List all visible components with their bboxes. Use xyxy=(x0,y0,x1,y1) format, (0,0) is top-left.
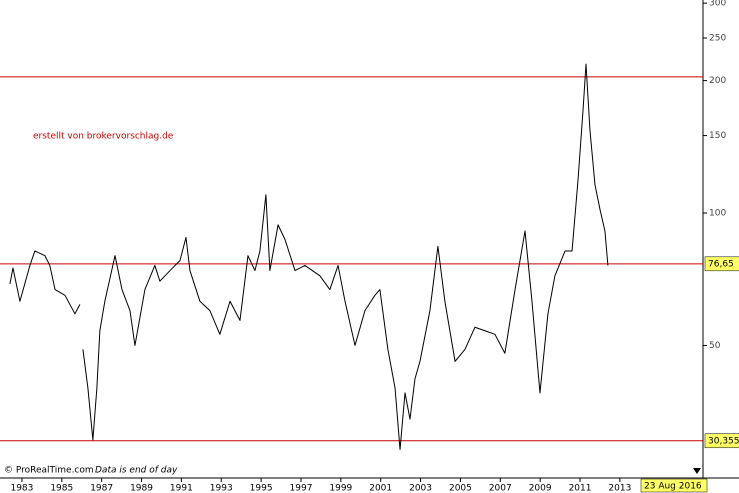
level-label-box xyxy=(704,433,739,449)
date-label: 23 Aug 2016 xyxy=(644,482,702,492)
x-tick-label: 2001 xyxy=(369,484,392,493)
y-tick-label: 200 xyxy=(709,76,726,86)
date-label-box xyxy=(640,478,708,493)
x-tick-label: 1997 xyxy=(290,484,313,493)
x-tick-label: 2009 xyxy=(529,484,552,493)
y-tick-label: 300 xyxy=(709,0,726,9)
x-tick-label: 1983 xyxy=(10,484,33,493)
level-label-box xyxy=(704,256,739,272)
y-tick-label: 250 xyxy=(709,33,726,43)
y-tick-label: 150 xyxy=(709,131,726,141)
note: Data is end of day xyxy=(95,466,178,476)
level-label: 76,65 xyxy=(708,259,734,269)
level-label: 30,355 xyxy=(708,436,739,446)
price-line xyxy=(9,63,609,450)
x-tick-label: 1995 xyxy=(250,484,273,493)
y-tick-label: 50 xyxy=(709,341,721,351)
x-tick-label: 2005 xyxy=(449,484,472,493)
x-tick-label: 2013 xyxy=(608,484,631,493)
x-tick-label: 1987 xyxy=(90,484,113,493)
annotation: erstellt von brokervorschlag.de xyxy=(33,132,174,142)
scroll-marker xyxy=(693,468,701,474)
x-tick-label: 1993 xyxy=(210,484,233,493)
source: © ProRealTime.com xyxy=(4,466,94,476)
x-tick-label: 2003 xyxy=(409,484,432,493)
x-tick-label: 1985 xyxy=(50,484,73,493)
y-tick-label: 100 xyxy=(709,209,726,219)
x-tick-label: 2007 xyxy=(489,484,512,493)
x-tick-label: 1999 xyxy=(329,484,352,493)
x-tick-label: 1989 xyxy=(130,484,153,493)
x-tick-label: 2011 xyxy=(569,484,592,493)
x-tick-label: 1991 xyxy=(170,484,193,493)
